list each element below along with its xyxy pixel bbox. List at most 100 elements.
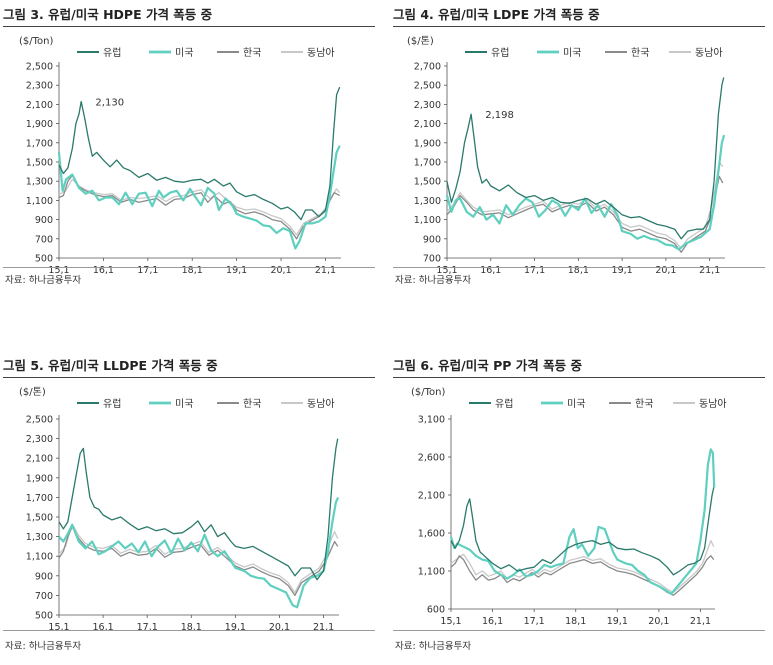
y-tick-label: 1,500	[26, 158, 53, 169]
chart-pp: ($/Ton) 유럽 미국 한국 동남아 600 1,100 1,600 2,100 2,600 3…	[411, 387, 727, 627]
series-line-미국	[449, 448, 716, 595]
y-tick-label: 2,700	[414, 62, 441, 73]
y-tick-label: 2,500	[26, 62, 53, 73]
series-line-한국	[446, 175, 724, 253]
x-tick-label: 16,1	[93, 265, 114, 276]
y-tick-label: 1,900	[414, 138, 441, 149]
legend-label-유럽: 유럽	[491, 47, 509, 59]
chart-title: 그림 5. 유럽/미국 LLDPE 가격 폭등 중	[3, 358, 218, 373]
unit-label: ($/톤)	[407, 35, 434, 47]
series-line-미국	[57, 145, 341, 250]
legend-label-유럽: 유럽	[495, 398, 513, 410]
unit-label: ($/Ton)	[19, 36, 53, 47]
legend-label-한국: 한국	[631, 47, 649, 59]
series-line-유럽	[450, 487, 715, 576]
y-tick-label: 700	[423, 254, 441, 265]
series-line-동남아	[450, 539, 715, 593]
legend-label-한국: 한국	[243, 398, 261, 410]
chart-panel-ldpe: 그림 4. 유럽/미국 LDPE 가격 폭등 중 ($/톤) 유럽 미국 한국 동남아 7…	[393, 4, 768, 314]
source-divider	[393, 630, 765, 631]
y-tick-label: 1,100	[414, 215, 441, 226]
series-line-유럽	[446, 77, 725, 240]
series-line-동남아	[58, 178, 341, 236]
legend-label-미국: 미국	[175, 47, 193, 59]
x-tick-label: 21,1	[690, 616, 711, 627]
x-tick-label: 19,1	[612, 265, 633, 276]
unit-label: ($/Ton)	[411, 387, 445, 398]
y-tick-label: 2,100	[418, 491, 445, 502]
y-tick-label: 2,500	[414, 81, 441, 92]
y-tick-label: 1,300	[26, 532, 53, 543]
legend-label-유럽: 유럽	[103, 398, 121, 410]
peak-annotation: 2,130	[95, 98, 124, 109]
y-tick-label: 2,100	[26, 454, 53, 465]
title-divider	[3, 377, 375, 378]
y-tick-label: 900	[423, 234, 441, 245]
y-tick-label: 1,900	[26, 473, 53, 484]
series-line-동남아	[446, 161, 724, 250]
x-tick-label: 15,1	[48, 622, 69, 633]
y-tick-label: 2,300	[414, 100, 441, 111]
legend-label-동남아: 동남아	[699, 398, 727, 410]
chart-hdpe: ($/Ton) 유럽 미국 한국 동남아 500 700 900 1,100 1,300 1,500…	[19, 36, 341, 276]
chart-title: 그림 3. 유럽/미국 HDPE 가격 폭등 중	[3, 7, 213, 22]
x-tick-label: 18,1	[182, 265, 203, 276]
series-line-한국	[450, 555, 715, 596]
legend-label-유럽: 유럽	[103, 47, 121, 59]
x-tick-label: 21,1	[699, 265, 720, 276]
chart-ldpe: ($/톤) 유럽 미국 한국 동남아 700 900 1,100 1,300 1,500 1,700…	[407, 35, 726, 276]
y-tick-label: 700	[35, 234, 53, 245]
x-tick-label: 19,1	[225, 622, 246, 633]
x-tick-label: 17,1	[524, 616, 545, 627]
x-tick-label: 15,1	[436, 265, 457, 276]
x-tick-label: 16,1	[93, 622, 114, 633]
y-tick-label: 1,700	[414, 158, 441, 169]
legend-label-동남아: 동남아	[307, 47, 335, 59]
chart-title: 그림 6. 유럽/미국 PP 가격 폭등 중	[393, 358, 582, 373]
series-line-미국	[58, 496, 340, 609]
x-tick-label: 20,1	[270, 265, 291, 276]
y-tick-label: 2,300	[26, 81, 53, 92]
x-tick-label: 20,1	[648, 616, 669, 627]
chart-title: 그림 4. 유럽/미국 LDPE 가격 폭등 중	[393, 7, 600, 22]
y-tick-label: 1,700	[26, 138, 53, 149]
legend-label-미국: 미국	[567, 398, 585, 410]
x-tick-label: 17,1	[524, 265, 545, 276]
source-divider	[393, 267, 765, 268]
y-tick-label: 2,300	[26, 434, 53, 445]
x-tick-label: 17,1	[137, 265, 158, 276]
y-tick-label: 1,100	[26, 196, 53, 207]
y-tick-label: 2,500	[26, 415, 53, 426]
x-tick-label: 21,1	[315, 265, 336, 276]
x-tick-label: 16,1	[480, 265, 501, 276]
source-note: 자료: 하나금융투자	[395, 641, 472, 652]
chart-lldpe: ($/톤) 유럽 미국 한국 동남아 500 700 900 1,100 1,300 1,500 1,…	[19, 386, 340, 633]
title-divider	[393, 26, 765, 27]
y-tick-label: 500	[35, 611, 53, 622]
y-tick-label: 2,600	[418, 453, 445, 464]
x-tick-label: 18,1	[181, 622, 202, 633]
x-tick-label: 19,1	[226, 265, 247, 276]
y-tick-label: 1,700	[26, 493, 53, 504]
y-tick-label: 600	[427, 605, 445, 616]
x-tick-label: 20,1	[269, 622, 290, 633]
series-line-미국	[445, 134, 726, 251]
x-tick-label: 18,1	[568, 265, 589, 276]
y-tick-label: 700	[35, 591, 53, 602]
y-tick-label: 900	[35, 215, 53, 226]
y-tick-label: 900	[35, 571, 53, 582]
chart-panel-hdpe: 그림 3. 유럽/미국 HDPE 가격 폭등 중 ($/Ton) 유럽 미국 한국 동남…	[3, 4, 378, 314]
unit-label: ($/톤)	[19, 386, 46, 398]
chart-panel-lldpe: 그림 5. 유럽/미국 LLDPE 가격 폭등 중 ($/톤) 유럽 미국 한국 동남아…	[3, 355, 378, 665]
series-line-한국	[58, 174, 341, 240]
source-note: 자료: 하나금융투자	[395, 275, 472, 286]
legend-label-미국: 미국	[563, 47, 581, 59]
source-divider	[3, 630, 375, 631]
y-tick-label: 3,100	[418, 415, 445, 426]
legend-label-한국: 한국	[243, 47, 261, 59]
legend-label-동남아: 동남아	[307, 398, 335, 410]
y-tick-label: 500	[35, 254, 53, 265]
source-divider	[3, 267, 375, 268]
x-tick-label: 21,1	[313, 622, 334, 633]
legend-label-한국: 한국	[635, 398, 653, 410]
